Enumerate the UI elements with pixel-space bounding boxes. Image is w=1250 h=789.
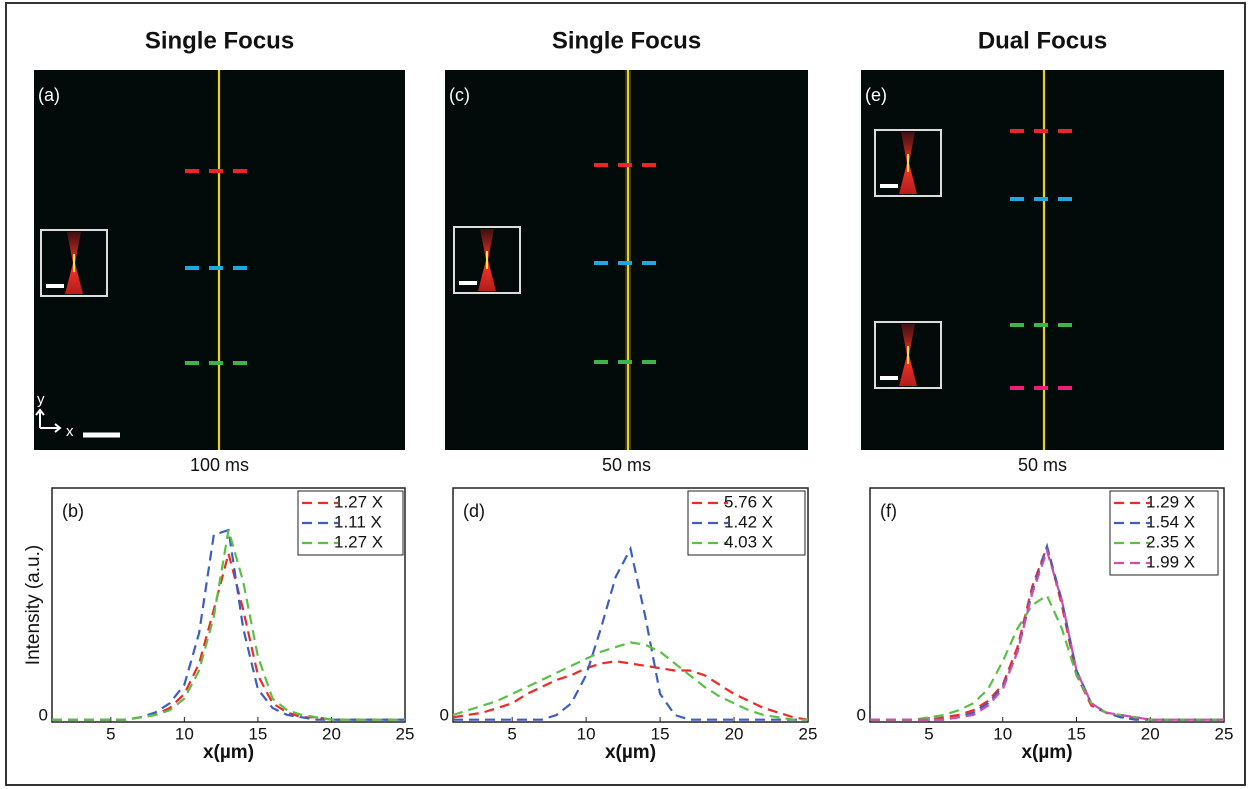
chart-label: (b): [62, 501, 84, 521]
series-line: [870, 547, 1224, 721]
legend-label: 5.76 X: [724, 492, 773, 511]
x-tick-label: 10: [577, 724, 596, 743]
legend-label: 1.99 X: [1146, 552, 1195, 571]
chart-label: (d): [463, 501, 485, 521]
series-line: [870, 593, 1224, 721]
x-tick-label: 5: [507, 724, 516, 743]
legend-box: [687, 490, 806, 556]
legend-label: 2.35 X: [1146, 532, 1195, 551]
axis-y-letter: y: [37, 391, 45, 408]
x-axis-label: x(µm): [1021, 742, 1072, 763]
plot-frame: [51, 487, 406, 723]
x-tick-label: 20: [322, 724, 341, 743]
x-tick-label: 15: [651, 724, 670, 743]
legend-label: 4.03 X: [724, 532, 773, 551]
x-tick-label: 10: [993, 724, 1012, 743]
x-tick-label: 20: [725, 724, 744, 743]
panel-label: (a): [38, 85, 60, 105]
x-tick-label: 5: [106, 724, 115, 743]
legend-box: [297, 490, 404, 556]
y-tick-label: 0: [39, 705, 48, 724]
legend-box: [1109, 490, 1219, 576]
x-axis-label: x(µm): [605, 742, 656, 763]
legend-label: 1.29 X: [1146, 492, 1195, 511]
x-tick-label: 5: [924, 724, 933, 743]
panel-label: (c): [449, 85, 470, 105]
x-tick-label: 20: [1141, 724, 1160, 743]
caption: 100 ms: [190, 455, 249, 475]
legend-label: 1.54 X: [1146, 512, 1195, 531]
x-axis-label: x(µm): [203, 742, 254, 763]
series-line: [452, 660, 809, 721]
caption: 50 ms: [1018, 455, 1067, 475]
column-title: Single Focus: [552, 27, 701, 54]
plot-frame: [869, 487, 1225, 723]
legend-label: 1.27 X: [334, 492, 383, 511]
x-tick-label: 25: [1215, 724, 1234, 743]
series-line: [453, 545, 808, 721]
x-tick-label: 15: [248, 724, 267, 743]
caption: 50 ms: [602, 455, 651, 475]
x-tick-label: 15: [1067, 724, 1086, 743]
x-tick-label: 25: [799, 724, 818, 743]
axis-x-letter: x: [66, 423, 74, 440]
y-tick-label: 0: [857, 705, 866, 724]
x-tick-label: 25: [396, 724, 415, 743]
y-tick-label: 0: [440, 705, 449, 724]
chart-label: (f): [880, 501, 897, 521]
series-line: [52, 549, 405, 721]
column-title: Single Focus: [145, 27, 294, 54]
x-tick-label: 10: [175, 724, 194, 743]
y-axis-label: Intensity (a.u.): [23, 545, 44, 665]
axis-arrows: [35, 408, 62, 433]
legend-label: 1.27 X: [334, 532, 383, 551]
series-line: [52, 529, 405, 721]
plot-frame: [452, 487, 809, 723]
legend-label: 1.42 X: [724, 512, 773, 531]
series-line: [452, 641, 808, 721]
column-title: Dual Focus: [978, 27, 1107, 54]
panel-label: (e): [865, 85, 887, 105]
frame: [5, 2, 1246, 786]
legend-label: 1.11 X: [334, 512, 382, 531]
series-line: [52, 528, 405, 721]
